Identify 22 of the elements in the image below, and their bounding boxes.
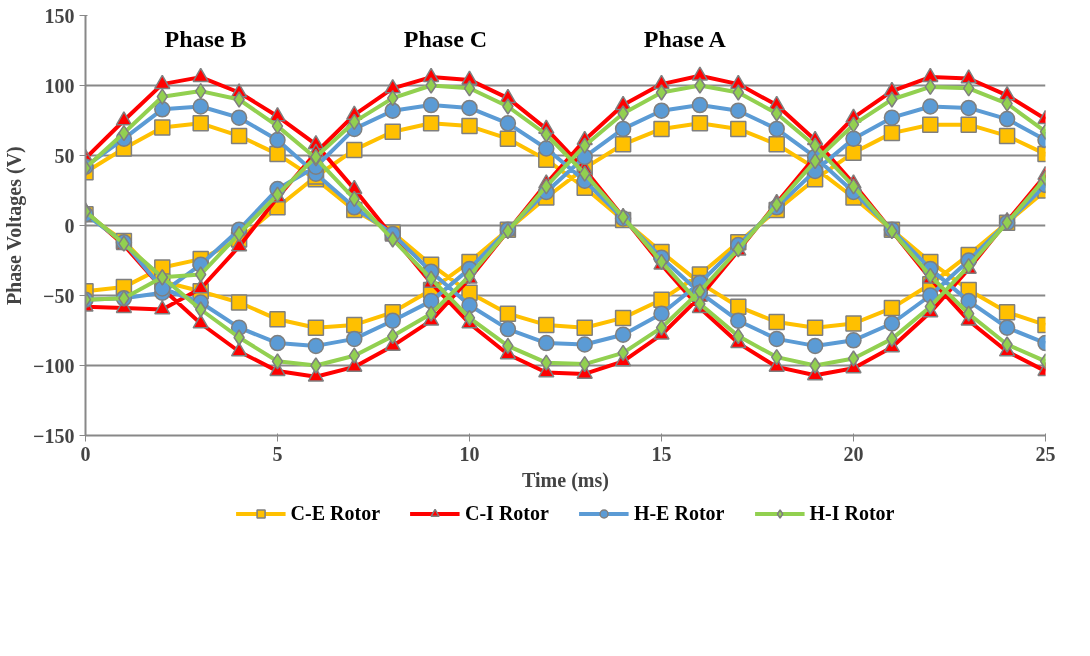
y-tick-label: −100: [33, 354, 75, 377]
annotation: Phase C: [403, 25, 488, 52]
x-tick-label: 25: [1035, 442, 1056, 465]
y-tick-label: 150: [44, 4, 75, 27]
y-tick-label: 100: [44, 74, 75, 97]
x-tick-label: 20: [843, 442, 864, 465]
annotation: Phase A: [643, 25, 727, 52]
legend-label: H-E Rotor: [633, 501, 725, 525]
legend-label: H-I Rotor: [809, 501, 895, 525]
legend-label: C-I Rotor: [465, 501, 549, 525]
x-tick-label: 5: [272, 442, 283, 465]
y-tick-label: 50: [54, 144, 75, 167]
y-tick-label: −150: [33, 424, 75, 447]
x-tick-label: 15: [651, 442, 672, 465]
y-tick-label: 0: [64, 214, 75, 237]
y-tick-label: −50: [43, 284, 75, 307]
x-tick-label: 0: [80, 442, 91, 465]
x-axis-title: Time (ms): [522, 468, 609, 492]
y-axis-title: Phase Voltages (V): [3, 146, 27, 306]
legend-label: C-E Rotor: [290, 501, 381, 525]
annotation: Phase B: [164, 25, 247, 52]
x-tick-label: 10: [459, 442, 480, 465]
